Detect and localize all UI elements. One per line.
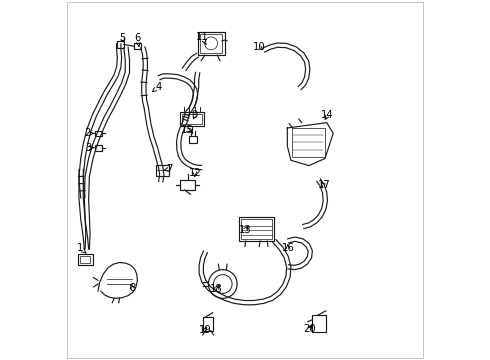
Bar (95, 145, 102, 150)
Bar (156, 165, 169, 176)
Text: 13: 13 (239, 225, 251, 235)
Bar (239, 217, 274, 241)
Bar (241, 219, 272, 239)
Text: 12: 12 (189, 168, 201, 178)
Text: 18: 18 (210, 284, 222, 294)
Bar (203, 317, 214, 330)
Text: 6: 6 (134, 33, 141, 46)
Text: 8: 8 (129, 283, 135, 293)
Text: 14: 14 (321, 111, 334, 121)
Bar (117, 41, 124, 48)
Text: 16: 16 (282, 243, 294, 253)
Text: 2: 2 (85, 129, 94, 138)
Bar (95, 131, 102, 136)
Bar (312, 315, 326, 332)
Bar (80, 256, 90, 263)
Bar (77, 253, 93, 265)
Bar (292, 128, 324, 157)
Bar (197, 32, 224, 55)
Bar (134, 43, 141, 49)
Text: 17: 17 (318, 180, 330, 190)
Text: 11: 11 (196, 32, 208, 44)
Bar (189, 135, 197, 143)
Bar (182, 114, 202, 125)
Text: 20: 20 (303, 324, 316, 334)
Text: 19: 19 (198, 325, 211, 335)
Text: 4: 4 (152, 82, 162, 92)
Text: 10: 10 (253, 42, 266, 52)
Text: 9: 9 (192, 111, 198, 121)
Text: 1: 1 (77, 243, 86, 253)
Text: 5: 5 (119, 33, 125, 43)
Text: 3: 3 (85, 143, 94, 153)
Bar (180, 180, 195, 190)
Bar (200, 34, 222, 53)
Text: 15: 15 (181, 125, 194, 135)
Text: 7: 7 (164, 164, 173, 174)
Bar (180, 112, 204, 126)
